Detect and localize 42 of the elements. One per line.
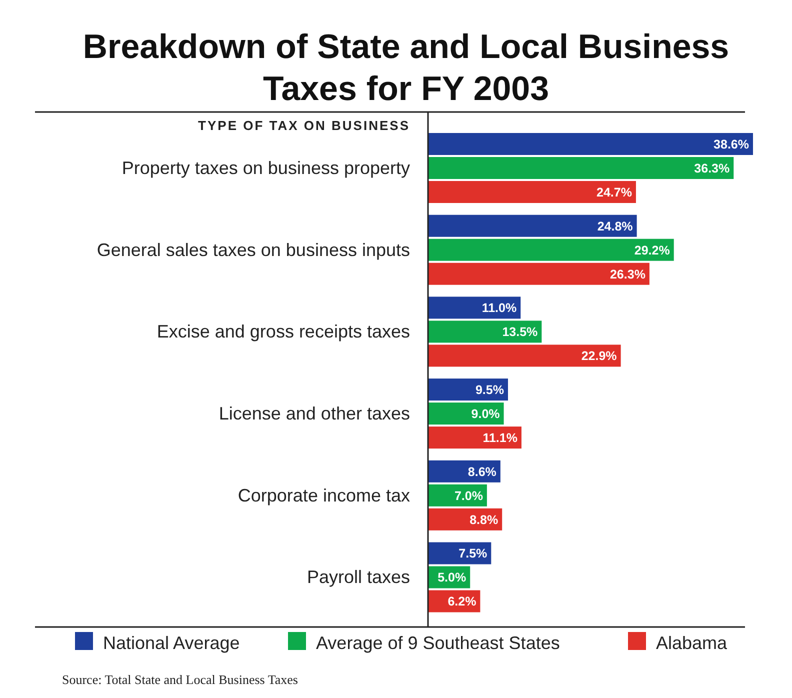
- data-label: 24.7%: [596, 186, 632, 200]
- bar: [428, 402, 504, 425]
- source-note: Source: Total State and Local Business Taxes: [62, 672, 298, 687]
- data-label: 6.2%: [448, 594, 476, 609]
- y-tick-label: General sales taxes on business inputs: [96, 240, 410, 260]
- bar: [428, 426, 522, 449]
- data-label: 36.3%: [694, 162, 730, 176]
- legend-label: Alabama: [656, 633, 728, 653]
- data-label: 26.3%: [610, 267, 646, 282]
- bar: [428, 296, 521, 319]
- bar: [428, 320, 542, 343]
- data-label: 7.0%: [454, 488, 483, 503]
- data-label: 11.1%: [482, 431, 518, 446]
- legend-label: National Average: [103, 633, 240, 653]
- bar: [428, 157, 734, 179]
- data-label: 8.8%: [470, 512, 498, 527]
- legend-label: Average of 9 Southeast States: [316, 633, 560, 653]
- y-tick-label: Payroll taxes: [306, 567, 410, 588]
- bar: [428, 214, 637, 237]
- bar: [428, 238, 674, 261]
- data-label: 11.0%: [482, 301, 517, 316]
- data-label: 5.0%: [438, 570, 466, 585]
- data-label: 9.5%: [475, 383, 504, 398]
- data-label: 24.8%: [597, 219, 633, 234]
- data-label: 13.5%: [502, 325, 538, 340]
- data-label: 8.6%: [468, 464, 496, 479]
- y-tick-label: Corporate income tax: [238, 485, 410, 506]
- data-label: 29.2%: [634, 243, 670, 258]
- chart-title: Breakdown of State and Local Business Taxes for FY 2003: [82, 28, 730, 108]
- data-label: 7.5%: [458, 546, 488, 561]
- data-label: 38.6%: [714, 138, 749, 152]
- bar: [428, 378, 508, 401]
- data-label: 22.9%: [581, 349, 617, 364]
- bar: [428, 344, 621, 367]
- y-tick-label: Excise and gross receipts taxes: [156, 322, 410, 342]
- data-label: 9.0%: [471, 407, 500, 422]
- y-tick-label: License and other taxes: [218, 404, 410, 424]
- y-tick-label: Property taxes on business property: [122, 158, 410, 178]
- y-axis-title: TYPE OF TAX ON BUSINESS: [198, 118, 410, 133]
- bar: [428, 181, 636, 203]
- bar: [428, 262, 650, 285]
- bar: [428, 133, 753, 155]
